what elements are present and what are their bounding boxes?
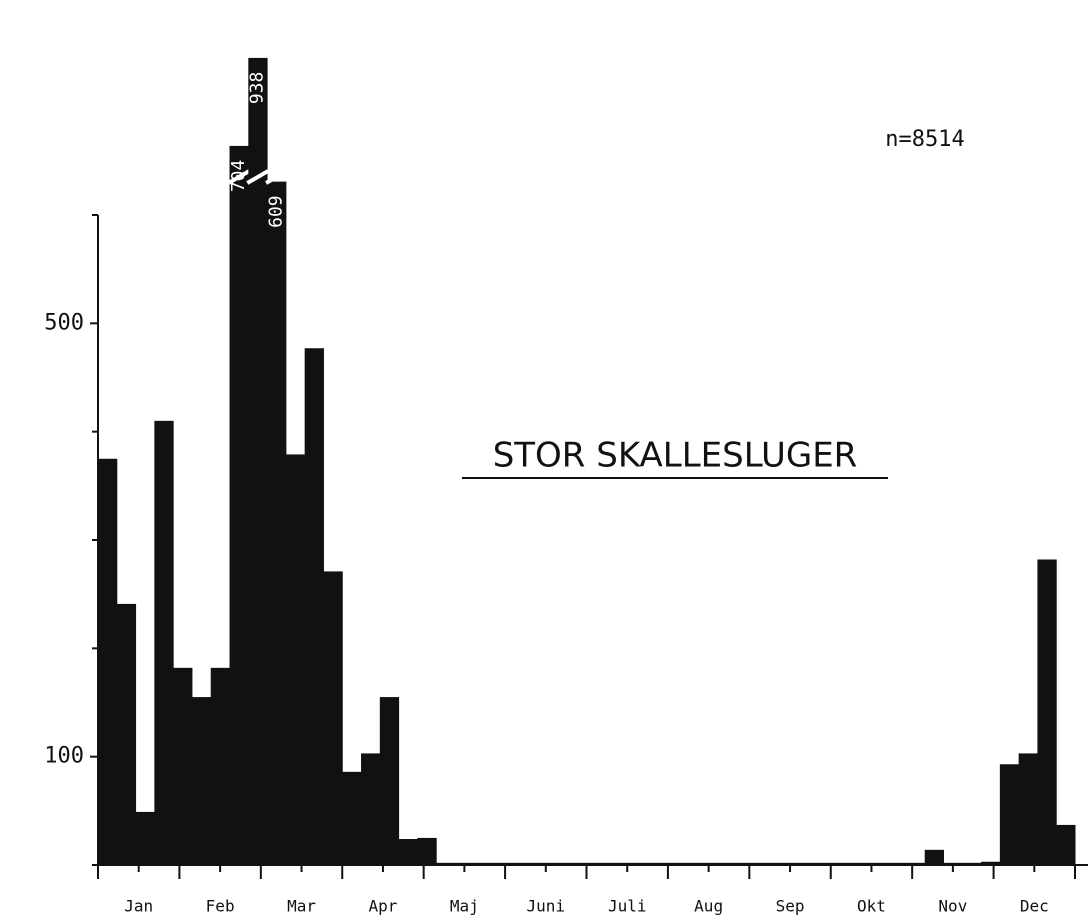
bar — [135, 811, 155, 865]
bar — [642, 862, 663, 865]
x-tick-label: Juli — [608, 897, 647, 916]
bar — [511, 862, 531, 865]
bar — [905, 862, 926, 865]
break-mark — [246, 169, 270, 185]
bar — [624, 862, 644, 865]
x-tick-label: Jan — [124, 897, 153, 916]
bar — [699, 862, 719, 865]
bar — [304, 348, 324, 865]
y-tick-label: 100 — [44, 744, 84, 769]
x-tick-label: Apr — [369, 897, 398, 916]
bar — [924, 849, 944, 865]
bar — [962, 862, 982, 865]
bar — [1056, 824, 1076, 865]
bar — [323, 571, 343, 865]
bar — [492, 862, 512, 865]
bar — [718, 862, 738, 865]
bar — [154, 420, 174, 865]
bar — [943, 862, 963, 865]
bar — [774, 862, 794, 865]
bar — [868, 862, 888, 865]
bar — [342, 771, 362, 865]
x-tick-label: Feb — [206, 897, 235, 916]
x-tick-label: Aug — [694, 897, 723, 916]
value-label: 938 — [247, 72, 268, 105]
bar — [755, 862, 775, 865]
bar — [285, 454, 306, 865]
bar — [830, 862, 851, 865]
bar — [680, 862, 700, 865]
bar — [116, 603, 137, 865]
y-tick-label: 500 — [44, 310, 84, 335]
bar — [361, 753, 381, 865]
bar — [586, 862, 606, 865]
bar — [229, 145, 249, 865]
bar — [173, 667, 193, 865]
x-tick-label: Okt — [857, 897, 886, 916]
x-tick-label: Mar — [287, 897, 316, 916]
annotation: n=8514 — [885, 127, 964, 152]
value-label: 609 — [265, 195, 286, 228]
x-tick-label: Nov — [938, 897, 967, 916]
bar — [454, 862, 475, 865]
bar — [548, 862, 569, 865]
bar — [1037, 559, 1057, 865]
bar — [210, 667, 231, 865]
bar — [473, 862, 494, 865]
bar — [736, 862, 757, 865]
x-tick-label: Dec — [1020, 897, 1049, 916]
x-tick-label: Juni — [527, 897, 566, 916]
bar — [793, 862, 813, 865]
bar — [248, 57, 268, 866]
value-label: 704 — [228, 160, 249, 193]
bar — [567, 862, 587, 865]
bar — [605, 862, 625, 865]
chart-title: STOR SKALLESLUGER — [493, 436, 858, 476]
bar — [417, 837, 437, 865]
bar — [849, 862, 869, 865]
bar — [191, 697, 212, 865]
break-mark — [265, 169, 288, 185]
bar — [811, 862, 832, 865]
x-tick-label: Maj — [450, 897, 479, 916]
bar — [887, 862, 907, 865]
break-mark — [227, 169, 251, 185]
bar — [379, 697, 400, 865]
bar — [398, 839, 418, 865]
bar — [999, 764, 1020, 865]
bar — [98, 458, 118, 865]
bar — [267, 181, 287, 866]
bar — [436, 862, 456, 865]
bar — [530, 862, 550, 865]
x-tick-label: Sep — [776, 897, 805, 916]
bar — [1018, 753, 1038, 865]
bar — [981, 861, 1001, 865]
bar — [661, 862, 681, 865]
